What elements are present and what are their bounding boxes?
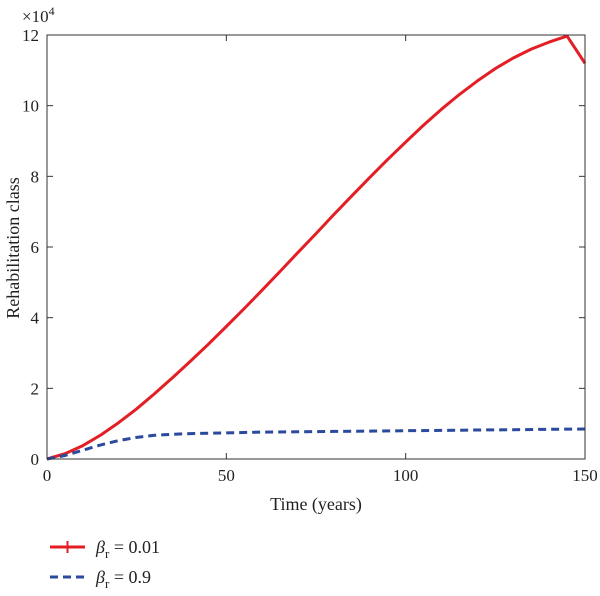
y-tick-label: 10: [22, 97, 39, 116]
x-tick-label: 50: [218, 466, 235, 485]
y-axis-label: Rehabilitation class: [3, 177, 23, 318]
legend-label-2: βr = 0.9: [95, 567, 151, 591]
series-line-2: [46, 427, 586, 461]
y-tick-label: 4: [31, 309, 40, 328]
y-tick-label: 0: [31, 450, 40, 469]
series-line-1: [46, 34, 587, 461]
y-tick-label: 8: [31, 167, 40, 186]
y-multiplier-label: ×104: [22, 4, 55, 26]
axes-layer: 0 50 100 150 0 2 4 6 8 10 12: [22, 26, 598, 485]
legend-label-1: βr = 0.01: [95, 537, 160, 561]
x-tick-label: 150: [572, 466, 598, 485]
plot-frame: [46, 34, 586, 460]
x-tick-label: 100: [393, 466, 419, 485]
x-axis-label: Time (years): [270, 494, 362, 515]
legend: βr = 0.01 βr = 0.9: [50, 537, 160, 591]
x-tick-label: 0: [43, 466, 52, 485]
y-tick-label: 6: [31, 238, 40, 257]
y-multiplier-base: ×10: [22, 7, 49, 26]
y-tick-label: 12: [22, 26, 39, 45]
y-multiplier-exponent: 4: [49, 4, 55, 18]
y-tick-label: 2: [31, 379, 40, 398]
series-layer: [46, 34, 587, 461]
